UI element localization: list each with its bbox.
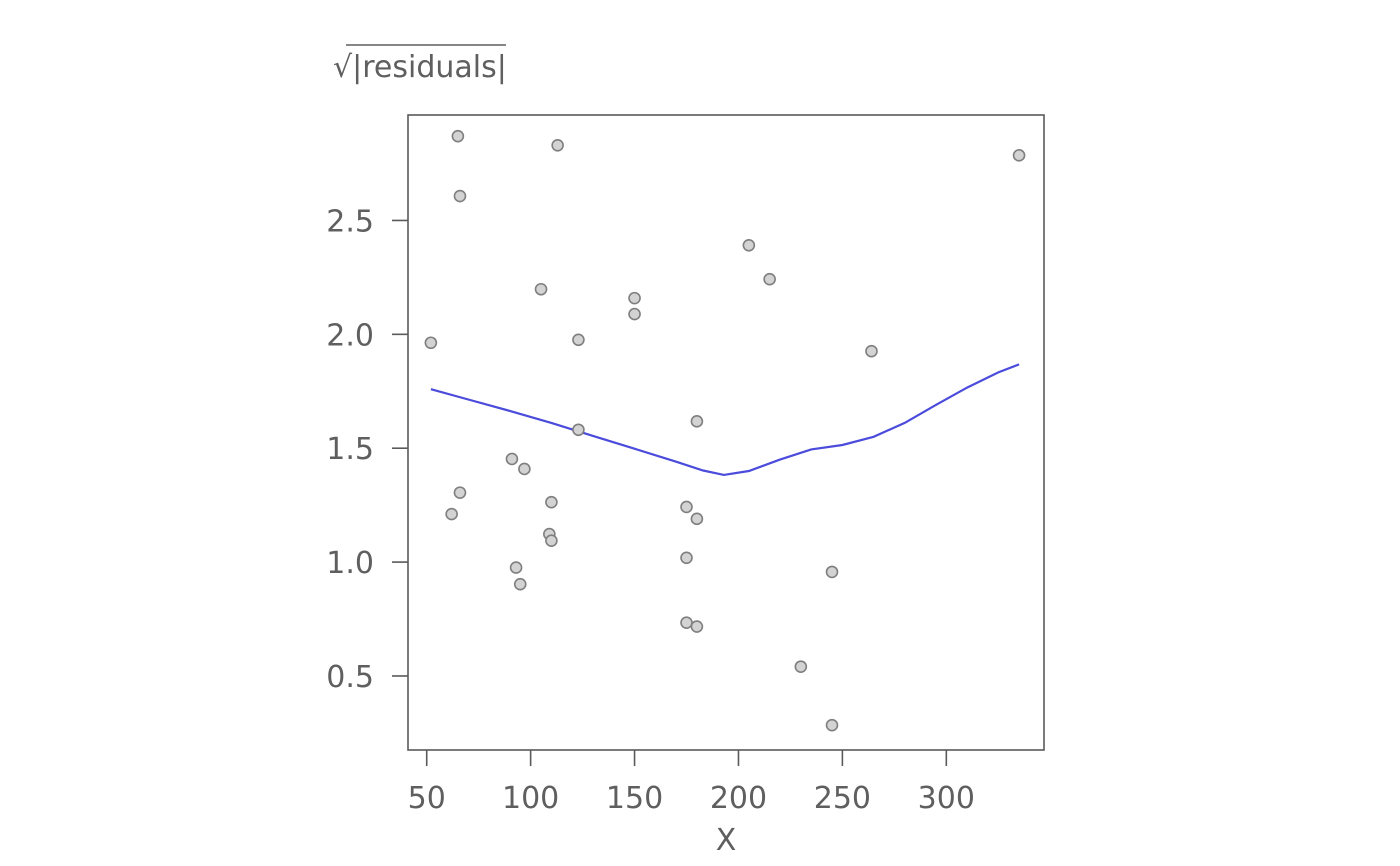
y-tick-label: 2.5 — [326, 204, 374, 239]
data-point — [680, 551, 693, 565]
data-point — [680, 500, 693, 514]
y-axis-title-sqrt: √ — [333, 50, 353, 85]
y-tick-label: 2.0 — [326, 318, 374, 353]
data-point — [825, 718, 839, 732]
data-point — [628, 307, 641, 321]
y-tick-label: 1.0 — [326, 546, 374, 581]
x-tick-label: 50 — [408, 781, 446, 816]
data-point — [445, 507, 458, 521]
x-axis-title: X — [716, 823, 737, 858]
data-point — [424, 336, 438, 350]
y-axis-title: √|residuals| — [333, 50, 507, 85]
data-point — [453, 486, 467, 499]
y-tick-label: 1.5 — [326, 432, 374, 467]
data-point — [628, 291, 641, 305]
data-point — [690, 512, 704, 526]
data-point — [794, 660, 808, 673]
data-point — [825, 565, 839, 579]
data-point — [690, 620, 704, 633]
data-point — [680, 616, 693, 629]
data-point — [451, 129, 465, 143]
data-point — [545, 534, 558, 547]
y-axis-title-text: |residuals| — [352, 50, 507, 85]
x-tick-label: 100 — [502, 781, 559, 816]
data-point — [865, 344, 878, 358]
data-point — [518, 462, 531, 476]
data-point — [513, 577, 527, 591]
data-point — [572, 333, 585, 347]
data-point — [572, 423, 585, 437]
data-point — [505, 452, 519, 466]
data-point — [742, 238, 756, 252]
x-tick-label: 250 — [814, 781, 871, 816]
data-point — [1012, 149, 1026, 162]
x-axis: 50 100 150 200 250 300 — [408, 750, 975, 816]
x-tick-label: 150 — [606, 781, 663, 816]
data-point — [690, 415, 704, 428]
y-tick-label: 0.5 — [326, 660, 374, 695]
x-tick-label: 300 — [918, 781, 975, 816]
data-point — [545, 495, 558, 509]
smooth-trend-line — [430, 363, 1020, 477]
x-tick-label: 200 — [710, 781, 767, 816]
plot-frame — [407, 114, 1045, 751]
y-axis: 0.5 1.0 1.5 2.0 2.5 — [326, 204, 408, 695]
data-point — [453, 189, 467, 203]
data-point — [534, 282, 548, 296]
data-point — [509, 561, 523, 574]
data-point — [551, 138, 564, 152]
data-point — [763, 272, 776, 286]
data-points — [424, 129, 1026, 732]
